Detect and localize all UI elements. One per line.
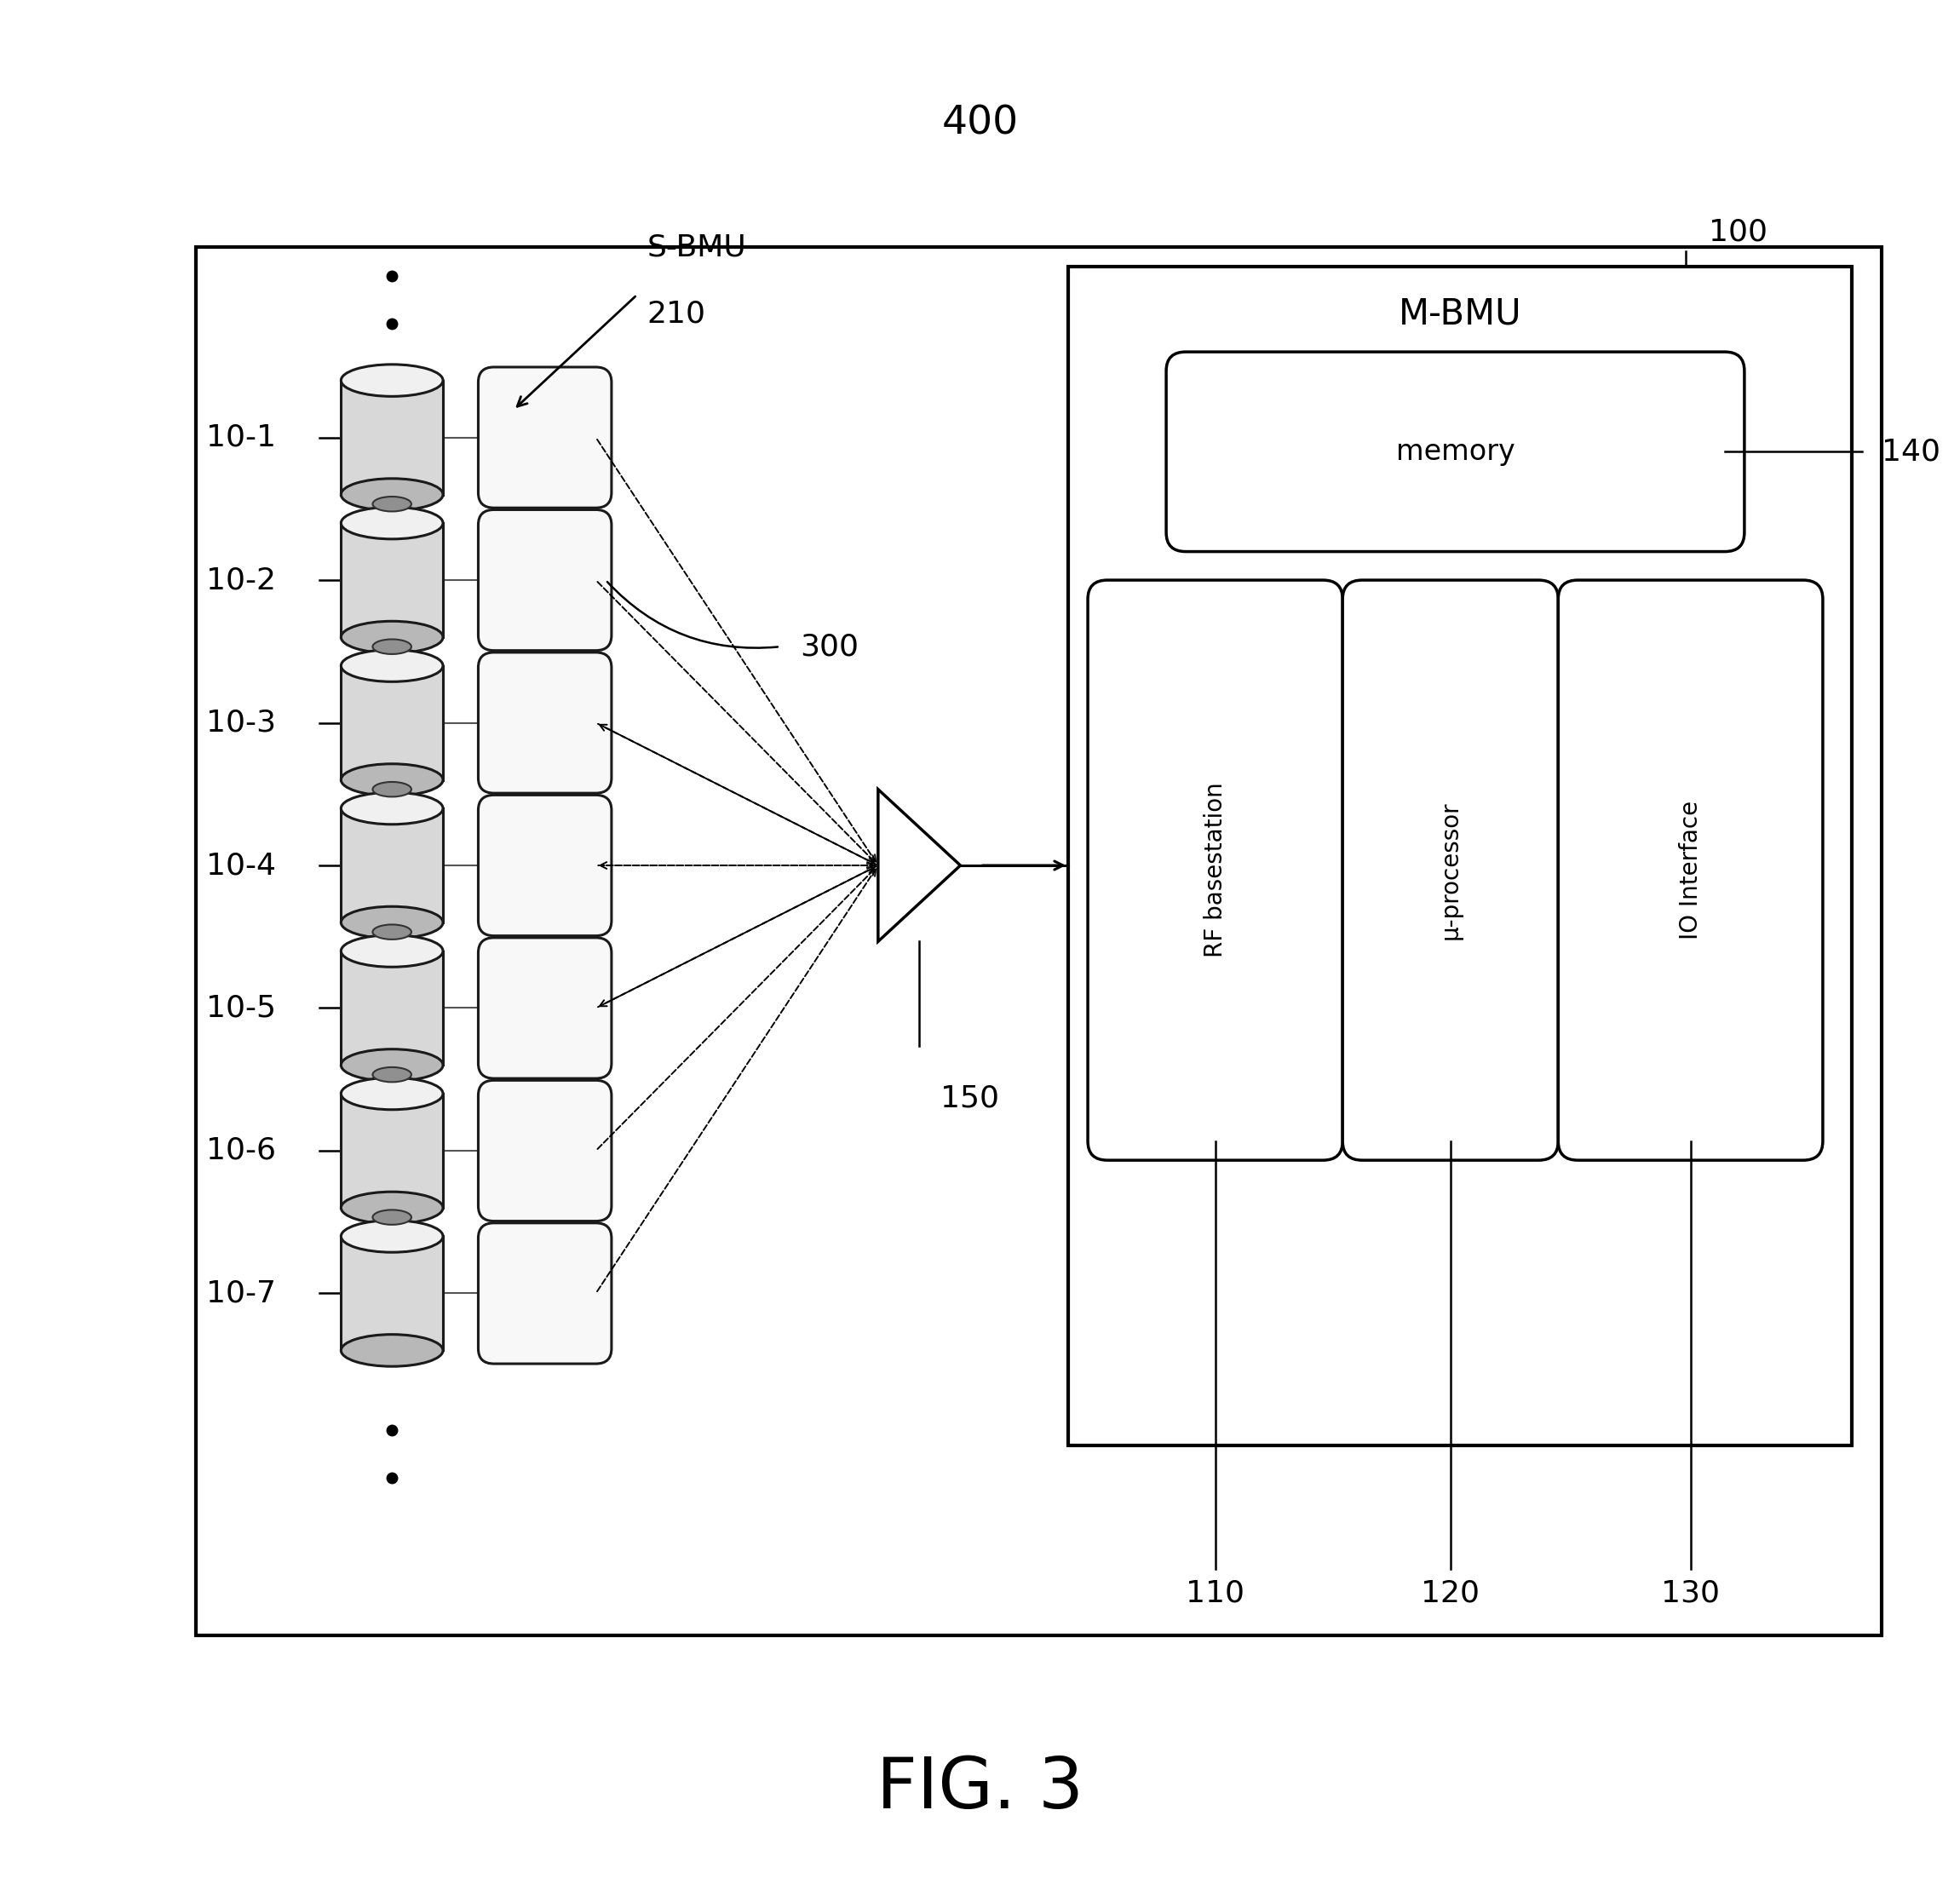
- Text: 10-4: 10-4: [206, 850, 276, 881]
- Ellipse shape: [341, 793, 443, 824]
- Ellipse shape: [341, 1050, 443, 1080]
- Text: IO Interface: IO Interface: [1678, 801, 1703, 940]
- FancyBboxPatch shape: [478, 795, 612, 936]
- Text: 10-6: 10-6: [206, 1135, 276, 1166]
- FancyBboxPatch shape: [1343, 580, 1558, 1160]
- Ellipse shape: [341, 1193, 443, 1223]
- FancyBboxPatch shape: [478, 1223, 612, 1364]
- Text: 210: 210: [647, 299, 706, 329]
- Text: 140: 140: [1882, 437, 1940, 466]
- FancyBboxPatch shape: [478, 367, 612, 508]
- Text: RF basestation: RF basestation: [1203, 782, 1227, 959]
- Polygon shape: [878, 789, 960, 941]
- Ellipse shape: [341, 365, 443, 396]
- Text: 400: 400: [941, 105, 1019, 143]
- Text: M-BMU: M-BMU: [1399, 297, 1521, 331]
- FancyBboxPatch shape: [1166, 352, 1744, 552]
- Ellipse shape: [372, 782, 412, 797]
- Text: 100: 100: [1709, 217, 1768, 247]
- Text: 150: 150: [941, 1084, 1000, 1113]
- Ellipse shape: [341, 765, 443, 795]
- Text: μ-processor: μ-processor: [1439, 801, 1462, 940]
- Ellipse shape: [372, 1067, 412, 1082]
- Text: 10-5: 10-5: [206, 993, 276, 1023]
- FancyBboxPatch shape: [341, 523, 443, 637]
- Text: 110: 110: [1186, 1579, 1245, 1607]
- Ellipse shape: [372, 496, 412, 512]
- Ellipse shape: [341, 1221, 443, 1252]
- Ellipse shape: [372, 924, 412, 940]
- FancyBboxPatch shape: [478, 510, 612, 650]
- FancyBboxPatch shape: [1558, 580, 1823, 1160]
- Ellipse shape: [341, 479, 443, 510]
- Text: memory: memory: [1396, 437, 1515, 466]
- FancyBboxPatch shape: [196, 247, 1882, 1636]
- Text: S-BMU: S-BMU: [647, 232, 747, 262]
- Ellipse shape: [341, 650, 443, 681]
- FancyBboxPatch shape: [341, 666, 443, 780]
- FancyBboxPatch shape: [478, 652, 612, 793]
- Ellipse shape: [341, 508, 443, 538]
- Ellipse shape: [341, 1335, 443, 1366]
- FancyBboxPatch shape: [1068, 266, 1852, 1446]
- FancyBboxPatch shape: [341, 1094, 443, 1208]
- Ellipse shape: [372, 639, 412, 654]
- Text: 10-1: 10-1: [206, 422, 276, 453]
- Text: 130: 130: [1662, 1579, 1719, 1607]
- Text: 120: 120: [1421, 1579, 1480, 1607]
- Ellipse shape: [341, 1078, 443, 1109]
- Ellipse shape: [341, 907, 443, 938]
- FancyBboxPatch shape: [341, 951, 443, 1065]
- FancyBboxPatch shape: [341, 1236, 443, 1350]
- FancyBboxPatch shape: [478, 938, 612, 1078]
- FancyBboxPatch shape: [478, 1080, 612, 1221]
- FancyBboxPatch shape: [341, 808, 443, 922]
- Ellipse shape: [341, 622, 443, 652]
- Text: 10-3: 10-3: [206, 708, 276, 738]
- Text: FIG. 3: FIG. 3: [876, 1754, 1084, 1822]
- Text: 300: 300: [800, 631, 858, 662]
- Text: 10-2: 10-2: [206, 565, 276, 595]
- FancyBboxPatch shape: [341, 380, 443, 495]
- Text: 10-7: 10-7: [206, 1278, 276, 1309]
- Ellipse shape: [341, 936, 443, 966]
- Ellipse shape: [372, 1210, 412, 1225]
- FancyBboxPatch shape: [1088, 580, 1343, 1160]
